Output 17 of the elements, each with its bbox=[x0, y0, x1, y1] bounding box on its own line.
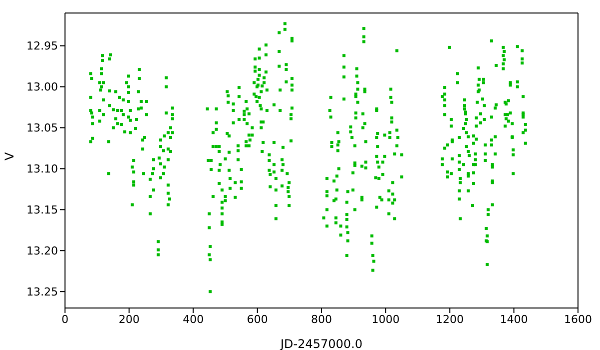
y-tick-label: 12.95 bbox=[26, 40, 58, 53]
x-tick-label: 1600 bbox=[564, 312, 592, 326]
y-tick-label: 13.10 bbox=[26, 162, 58, 176]
x-tick-label: 0 bbox=[62, 312, 68, 326]
x-tick-label: 400 bbox=[182, 312, 204, 326]
y-axis-title: V bbox=[2, 152, 16, 160]
y-tick-label: 13.25 bbox=[26, 286, 58, 299]
y-tick-label: 13.15 bbox=[26, 204, 58, 217]
x-tick-label: 1000 bbox=[372, 312, 400, 326]
y-tick-label: 13.00 bbox=[26, 80, 58, 94]
y-tick-label: 13.05 bbox=[26, 122, 58, 135]
x-tick-label: 1200 bbox=[436, 312, 464, 326]
x-tick-label: 200 bbox=[118, 312, 140, 326]
x-tick-label: 1400 bbox=[500, 312, 528, 326]
x-tick-label: 800 bbox=[311, 312, 332, 326]
x-tick-label: 600 bbox=[246, 312, 268, 326]
y-tick-label: 13.20 bbox=[26, 244, 58, 258]
